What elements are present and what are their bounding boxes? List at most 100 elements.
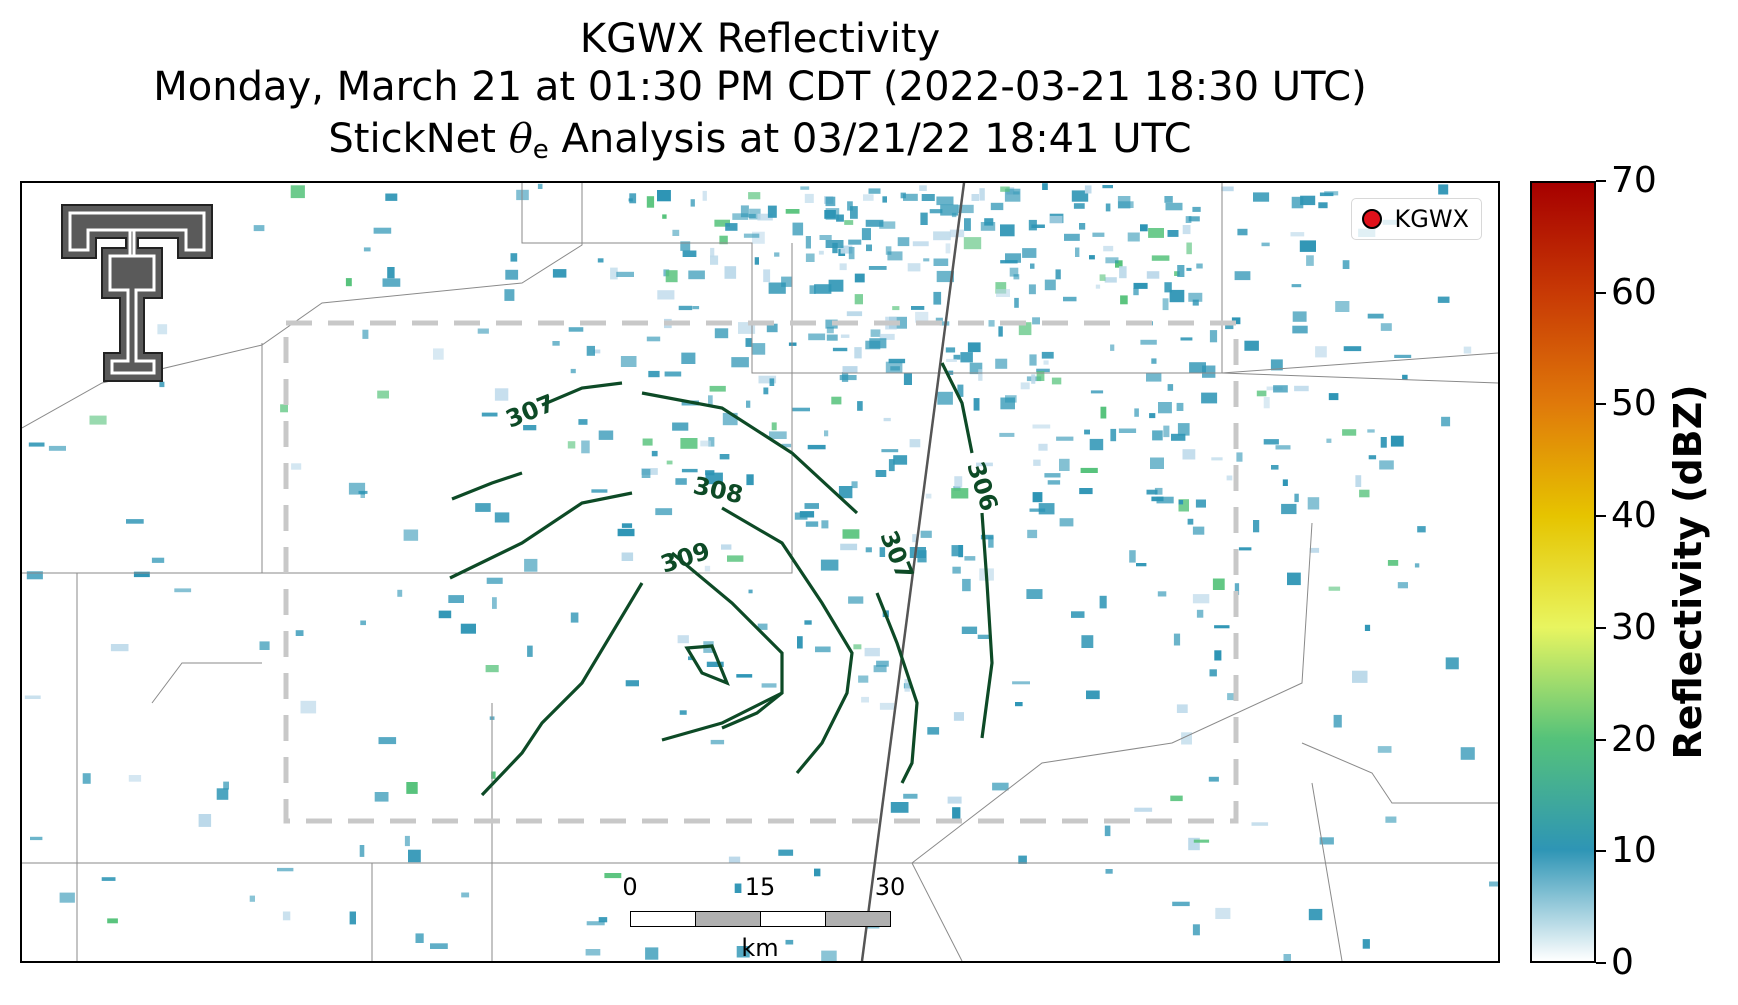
echo-pixel (702, 190, 707, 201)
echo-pixel (865, 219, 884, 227)
echo-pixel (382, 278, 401, 287)
echo-pixel (494, 388, 509, 401)
echo-pixel (291, 463, 302, 470)
echo-pixel (358, 490, 368, 494)
echo-pixel (879, 221, 896, 229)
echo-pixel (1196, 263, 1203, 269)
echo-pixel (1208, 776, 1219, 782)
echo-pixel (48, 445, 66, 451)
legend-label: KGWX (1394, 205, 1469, 233)
echo-pixel (1282, 479, 1288, 486)
echo-pixel (1133, 288, 1139, 296)
echo-pixel (841, 372, 849, 382)
echo-pixel (1152, 430, 1163, 441)
echo-pixel (826, 334, 838, 341)
echo-pixel (825, 319, 838, 329)
echo-pixel (958, 545, 964, 558)
echo-pixel (1099, 595, 1107, 609)
echo-pixel (523, 425, 537, 431)
echo-pixel (1463, 346, 1472, 354)
echo-pixel (964, 218, 971, 231)
radar-map[interactable]: 307 308 309 307 306 KGWX (20, 181, 1500, 963)
echo-pixel (1133, 282, 1148, 289)
echo-pixel (1102, 185, 1113, 189)
colorbar-tick-label: 20 (1611, 718, 1657, 760)
echo-pixel (728, 856, 741, 864)
echo-pixel (1000, 397, 1015, 410)
echo-pixel (992, 782, 1009, 791)
echo-pixel (1163, 425, 1170, 438)
echo-pixel (709, 385, 726, 392)
echo-pixel (1092, 232, 1105, 237)
echo-pixel (1414, 563, 1420, 568)
echo-pixel (890, 802, 909, 813)
echo-pixel (995, 358, 1008, 369)
echo-pixel (1342, 260, 1350, 269)
echo-pixel (1287, 572, 1301, 586)
echo-pixel (1397, 582, 1408, 589)
echo-pixel (995, 282, 1007, 294)
echo-pixel (1099, 274, 1106, 281)
echo-pixel (1177, 423, 1190, 436)
echo-pixel (1263, 439, 1279, 445)
echo-pixel (848, 596, 864, 604)
echo-pixel (854, 347, 862, 359)
echo-pixel (990, 202, 1004, 211)
echo-pixel (797, 636, 803, 649)
colorbar-tick-mark (1596, 291, 1606, 294)
echo-pixel (951, 488, 969, 499)
echo-pixel (1189, 362, 1206, 374)
echo-pixel (1367, 429, 1375, 433)
echo-pixel (1000, 260, 1018, 264)
echo-pixel (763, 269, 771, 283)
echo-pixel (1368, 455, 1377, 460)
echo-pixel (26, 571, 43, 580)
echo-pixel (870, 329, 881, 337)
echo-pixel (1005, 395, 1017, 403)
echo-pixel (857, 401, 863, 411)
echo-pixel (277, 867, 294, 872)
echo-pixel (900, 192, 906, 199)
echo-pixel (492, 597, 497, 609)
echo-pixel (865, 547, 872, 553)
echo-pixel (1110, 344, 1115, 351)
echo-pixel (1177, 265, 1185, 277)
echo-pixel (1221, 186, 1234, 192)
echo-pixel (721, 544, 732, 550)
echo-pixel (1032, 317, 1040, 325)
echo-pixel (763, 387, 769, 395)
echo-pixel (1029, 508, 1046, 512)
echo-pixel (909, 547, 926, 558)
echo-pixel (839, 263, 847, 271)
echo-pixel (107, 918, 118, 924)
echo-pixel (604, 873, 622, 879)
echo-pixel (680, 438, 698, 449)
echo-pixel (1226, 475, 1233, 481)
echo-pixel (945, 347, 956, 353)
echo-pixel (873, 665, 887, 673)
echo-pixel (727, 555, 744, 562)
echo-pixel (804, 620, 812, 625)
echo-pixel (840, 543, 858, 551)
echo-pixel (504, 289, 515, 301)
echo-pixel (1214, 625, 1230, 629)
echo-pixel (724, 266, 737, 279)
theta-e-contours (449, 362, 994, 797)
echo-pixel (1170, 795, 1183, 802)
echo-pixel (645, 947, 659, 960)
echo-pixel (665, 270, 678, 283)
echo-pixel (1174, 271, 1180, 276)
echo-pixel (1090, 390, 1104, 394)
echo-pixel (842, 529, 860, 539)
echo-pixel (481, 412, 498, 417)
echo-pixel (672, 422, 689, 431)
echo-pixel (1059, 458, 1070, 471)
county-boundaries (22, 183, 1498, 961)
echo-pixel (1134, 408, 1139, 417)
radar-map-canvas: 307 308 309 307 306 (22, 183, 1498, 961)
echo-pixel (708, 437, 715, 447)
echo-pixel (758, 375, 777, 384)
echo-pixel (1080, 467, 1098, 473)
contour-310 (684, 644, 730, 686)
echo-pixel (1084, 185, 1092, 194)
